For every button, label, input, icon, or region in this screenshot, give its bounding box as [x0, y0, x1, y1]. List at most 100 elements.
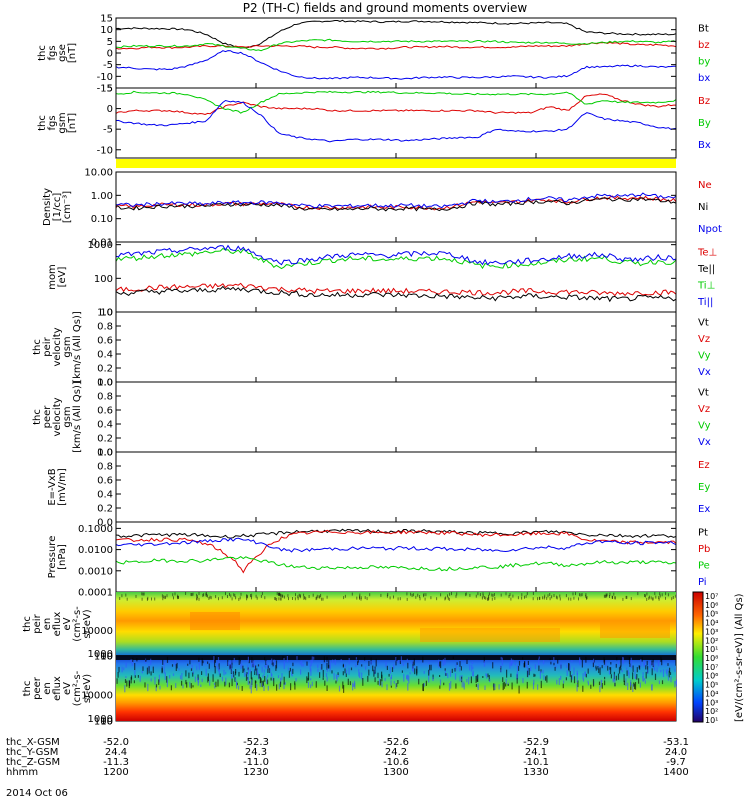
noise-dot: [344, 594, 346, 598]
noise-dot: [273, 678, 275, 687]
noise-dot: [280, 677, 282, 685]
noise-dot: [660, 669, 662, 673]
noise-dot: [163, 595, 165, 599]
noise-dot: [309, 664, 311, 672]
noise-dot: [654, 673, 657, 680]
noise-dot: [390, 676, 392, 680]
noise-dot: [338, 685, 341, 692]
ytick-label: 0.8: [97, 462, 113, 473]
noise-dot: [628, 672, 630, 679]
noise-dot: [247, 664, 249, 670]
noise-dot: [512, 659, 514, 664]
noise-dot: [198, 592, 200, 595]
noise-dot: [132, 657, 134, 662]
noise-dot: [192, 671, 194, 674]
colorbar-tick: 10²: [705, 707, 718, 716]
noise-dot: [282, 594, 284, 598]
ytick-label: 0: [107, 49, 113, 60]
noise-dot: [366, 597, 368, 601]
noise-dot: [250, 671, 252, 679]
noise-dot: [502, 677, 504, 682]
ytick-label: 10: [100, 308, 113, 319]
noise-dot: [177, 595, 179, 599]
noise-dot: [269, 669, 271, 673]
noise-dot: [198, 597, 200, 601]
noise-dot: [130, 677, 132, 684]
noise-dot: [273, 659, 275, 666]
noise-dot: [542, 596, 544, 600]
noise-dot: [451, 668, 453, 673]
noise-dot: [638, 678, 640, 684]
ytick-label: 0.1000: [78, 524, 113, 535]
noise-dot: [577, 680, 579, 688]
noise-dot: [291, 673, 293, 677]
noise-dot: [569, 671, 571, 677]
noise-dot: [445, 673, 447, 676]
noise-dot: [610, 667, 612, 675]
noise-dot: [503, 681, 505, 689]
noise-dot: [124, 685, 126, 693]
noise-dot: [636, 667, 638, 673]
series-fgs_gse-1: [115, 41, 677, 50]
noise-dot: [485, 673, 487, 676]
noise-dot: [533, 679, 535, 685]
noise-dot: [581, 593, 583, 597]
noise-dot: [469, 664, 471, 671]
series-fgs_gsm-1: [115, 90, 677, 114]
noise-dot: [410, 592, 412, 596]
noise-dot: [320, 593, 322, 597]
noise-dot: [215, 681, 217, 688]
noise-dot: [562, 683, 564, 689]
noise-dot: [651, 668, 653, 676]
ytick-label: 0.10: [91, 214, 113, 225]
footer-date: 2014 Oct 06: [6, 788, 68, 799]
noise-dot: [539, 671, 541, 679]
noise-dot: [135, 594, 137, 598]
noise-dot: [425, 680, 427, 686]
noise-dot: [514, 662, 516, 666]
noise-dot: [263, 669, 265, 673]
noise-dot: [189, 660, 191, 665]
noise-dot: [428, 674, 430, 683]
noise-dot: [173, 596, 174, 600]
noise-dot: [208, 597, 210, 600]
noise-dot: [516, 673, 518, 680]
colorbar-tick: 10¹: [705, 716, 718, 725]
noise-dot: [316, 594, 318, 598]
noise-dot: [622, 657, 624, 665]
noise-dot: [465, 593, 467, 597]
noise-dot: [533, 673, 535, 677]
noise-dot: [278, 597, 280, 601]
noise-dot: [540, 680, 542, 689]
noise-dot: [207, 676, 209, 683]
noise-dot: [451, 592, 452, 596]
noise-dot: [292, 668, 294, 674]
noise-dot: [634, 682, 637, 690]
ylabel-density: [cm⁻³]: [62, 191, 73, 223]
noise-dot: [377, 672, 379, 679]
noise-dot: [196, 593, 198, 597]
noise-dot: [155, 685, 157, 692]
series-pressure-1: [115, 529, 677, 574]
noise-dot: [335, 674, 337, 679]
ylabel-fgs_gse: [nT]: [67, 43, 78, 63]
noise-dot: [125, 593, 127, 597]
noise-dot: [214, 659, 216, 668]
noise-dot: [439, 685, 441, 689]
noise-dot: [566, 670, 568, 676]
series-density-2: [115, 192, 677, 209]
noise-dot: [391, 667, 394, 672]
noise-dot: [172, 593, 174, 597]
legend-fgs_gse-0: Bt: [698, 23, 709, 34]
series-pressure-2: [115, 555, 677, 572]
noise-dot: [524, 662, 526, 668]
noise-dot: [418, 678, 420, 685]
noise-dot: [305, 597, 307, 601]
noise-dot: [551, 595, 553, 599]
noise-dot: [361, 672, 363, 680]
noise-dot: [350, 667, 353, 671]
ylabel-peer_velocity: thc: [32, 409, 43, 425]
noise-dot: [525, 594, 527, 598]
noise-dot: [384, 677, 386, 682]
noise-dot: [560, 675, 562, 680]
